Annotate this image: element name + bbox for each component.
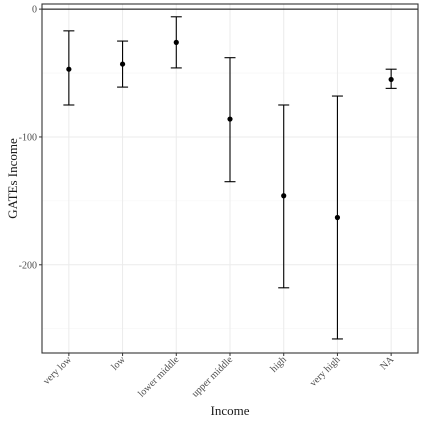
data-point — [334, 214, 341, 221]
y-tick-label: -100 — [19, 132, 37, 143]
x-tick-label: very high — [308, 354, 343, 389]
x-tick-label: very low — [41, 354, 74, 387]
y-tick-label: -200 — [19, 260, 37, 271]
data-point — [119, 61, 126, 67]
x-tick-label: low — [109, 354, 128, 373]
data-points — [66, 39, 394, 221]
y-tick-label: 0 — [32, 5, 37, 16]
y-axis-title: GATEs Income — [5, 138, 20, 219]
y-axis-ticks: 0 -100 -200 — [19, 5, 42, 271]
x-tick-label: lower middle — [136, 354, 182, 400]
data-point — [281, 193, 287, 199]
x-tick-label: high — [268, 354, 288, 374]
data-point — [388, 76, 394, 83]
data-point — [227, 116, 233, 122]
data-point — [66, 66, 72, 72]
x-tick-label: NA — [378, 354, 397, 373]
x-axis-ticks: very low low lower middle upper middle high v… — [41, 353, 397, 400]
data-point — [173, 39, 179, 45]
x-axis-title: Income — [211, 403, 250, 418]
x-tick-label: upper middle — [190, 354, 236, 400]
